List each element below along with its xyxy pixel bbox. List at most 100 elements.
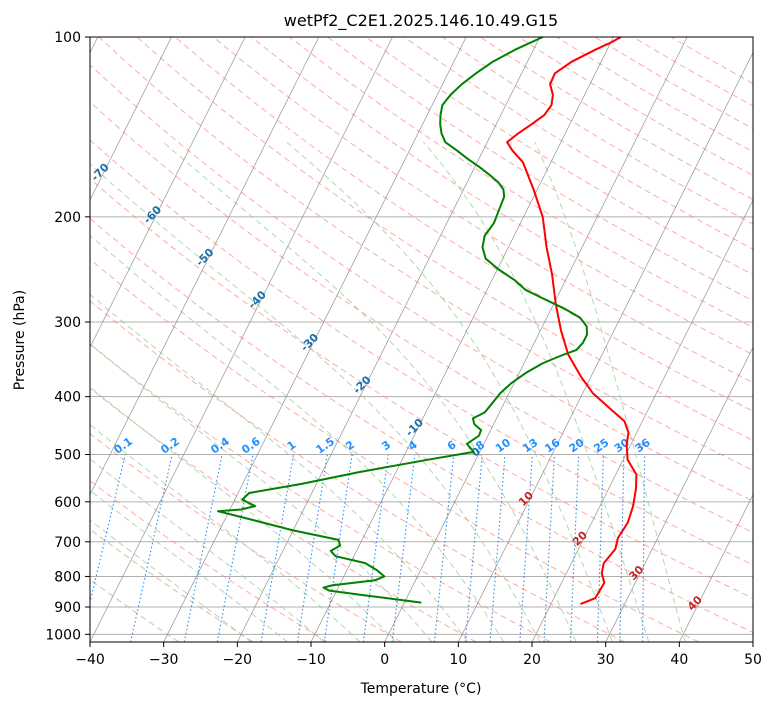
y-tick-label: 1000: [45, 627, 81, 643]
x-tick-label: −10: [296, 652, 326, 668]
isotherm: [90, 37, 393, 642]
dry-adiabat: [174, 37, 753, 412]
mixing-ratio-label: 6: [445, 438, 459, 453]
dry-adiabat: [289, 37, 753, 329]
dry-adiabat: [90, 64, 753, 502]
y-axis-label: Pressure (hPa): [12, 290, 28, 390]
mixing-ratio-line: [216, 454, 254, 642]
mixing-ratio-line: [464, 454, 483, 642]
plot-frame: [89, 36, 754, 643]
temperature-profile-line: [506, 37, 638, 606]
mixing-ratio-label: 1.5: [314, 435, 337, 457]
dry-adiabat: [90, 578, 180, 642]
mixing-ratio-line: [519, 454, 533, 642]
y-tick-label: 300: [54, 315, 81, 331]
y-axis: 100 200 300 400 500 600 700 800 900 1000: [45, 30, 90, 643]
mixing-ratio-line: [489, 454, 506, 642]
mixing-ratio-line: [323, 454, 353, 642]
isotherm-label: -90: [0, 75, 7, 98]
dry-adiabat: [251, 37, 753, 356]
x-tick-label: 20: [523, 652, 541, 668]
moist-adiabat: [90, 489, 288, 642]
dry-adiabat: [90, 480, 328, 642]
isotherm: [384, 37, 688, 642]
skewed-isotherms: [90, 37, 753, 642]
dry-adiabat: [90, 433, 402, 642]
x-tick-label: 0: [380, 652, 389, 668]
isotherm-label: -50: [193, 246, 216, 269]
mixing-ratio-line: [619, 454, 625, 642]
dry-adiabat: [212, 37, 753, 384]
mixing-ratio-line: [260, 454, 295, 642]
dry-adiabat: [90, 101, 753, 534]
pressure-gridlines: [90, 37, 753, 635]
isotherm: [90, 37, 320, 496]
isotherm: [531, 199, 753, 642]
mixing-ratio-label: 0.4: [208, 435, 232, 457]
mixing-ratio-line: [596, 454, 604, 642]
moist-adiabat: [90, 234, 505, 642]
y-tick-label: 600: [54, 495, 81, 511]
moist-adiabats: [90, 141, 686, 642]
mixing-ratio-label: 4: [406, 438, 420, 453]
isotherm: [90, 37, 172, 201]
moist-adiabat: [286, 141, 613, 642]
dry-adiabat: [327, 37, 753, 302]
mixing-ratio-line: [569, 454, 580, 642]
mixing-ratio-label: 2: [343, 438, 357, 453]
mixing-ratio-labels: 0.1 0.2 0.4 0.6 1 1.5 2 3 4 6 8 10 13 16 20 25 30 36: [112, 435, 653, 457]
y-tick-label: 900: [54, 600, 81, 616]
isotherm: [236, 37, 541, 642]
isotherm-label: -80: [36, 118, 59, 141]
mixing-ratio-label: 36: [633, 436, 653, 456]
moist-adiabat: [534, 141, 686, 642]
moist-adiabat: [90, 293, 469, 642]
mixing-ratio-label: 3: [379, 438, 393, 453]
y-tick-label: 200: [54, 210, 81, 226]
moist-adiabat: [90, 386, 397, 642]
isotherm: [605, 346, 753, 642]
moist-adiabat: [90, 163, 541, 642]
isotherm-label: -30: [298, 331, 321, 354]
isotherm: [163, 37, 467, 642]
isotherm-label: -40: [246, 288, 269, 311]
dry-adiabat: [632, 37, 753, 107]
x-tick-label: −30: [149, 652, 179, 668]
chart-title: wetPf2_C2E1.2025.146.10.49.G15: [284, 11, 558, 31]
dry-adiabat: [90, 300, 625, 642]
sounding-profiles: [217, 37, 638, 606]
mixing-ratio-label: 10: [493, 436, 513, 456]
dewpoint-profile-line: [217, 37, 588, 604]
x-axis: −40 −30 −20 −10 0 10 20 30 40 50: [75, 642, 762, 668]
isotherm: [90, 37, 246, 349]
mixing-ratio-label: 0.6: [239, 435, 263, 457]
mixing-ratio-label: 30: [612, 436, 632, 456]
isotherm: [457, 51, 753, 642]
x-tick-label: 30: [597, 652, 615, 668]
x-axis-label: Temperature (°C): [360, 681, 482, 697]
mixing-ratio-label: 20: [567, 436, 587, 456]
mixing-ratio-line: [433, 454, 455, 642]
mixing-ratio-line: [543, 454, 555, 642]
x-tick-label: 50: [744, 652, 762, 668]
y-tick-label: 400: [54, 390, 81, 406]
dry-adiabat: [594, 37, 753, 130]
y-tick-label: 100: [54, 30, 81, 46]
x-tick-label: −20: [223, 652, 253, 668]
mixing-ratio-label: 1: [285, 438, 299, 453]
isotherm: [752, 641, 753, 642]
mixing-ratio-line: [130, 454, 173, 642]
x-tick-label: −40: [75, 652, 105, 668]
mixing-ratio-line: [642, 454, 646, 642]
dry-adiabats: [90, 37, 753, 642]
mixing-ratio-line: [90, 454, 126, 605]
x-tick-label: 40: [670, 652, 688, 668]
mixing-ratio-label: 0.2: [158, 435, 181, 457]
mixing-ratio-label: 13: [520, 436, 540, 455]
moist-adiabat: [90, 458, 325, 642]
isotherm-label: -20: [351, 373, 374, 396]
isotherm-label: -10: [403, 416, 426, 439]
dry-adiabat: [518, 37, 753, 177]
dry-adiabat: [90, 178, 753, 599]
